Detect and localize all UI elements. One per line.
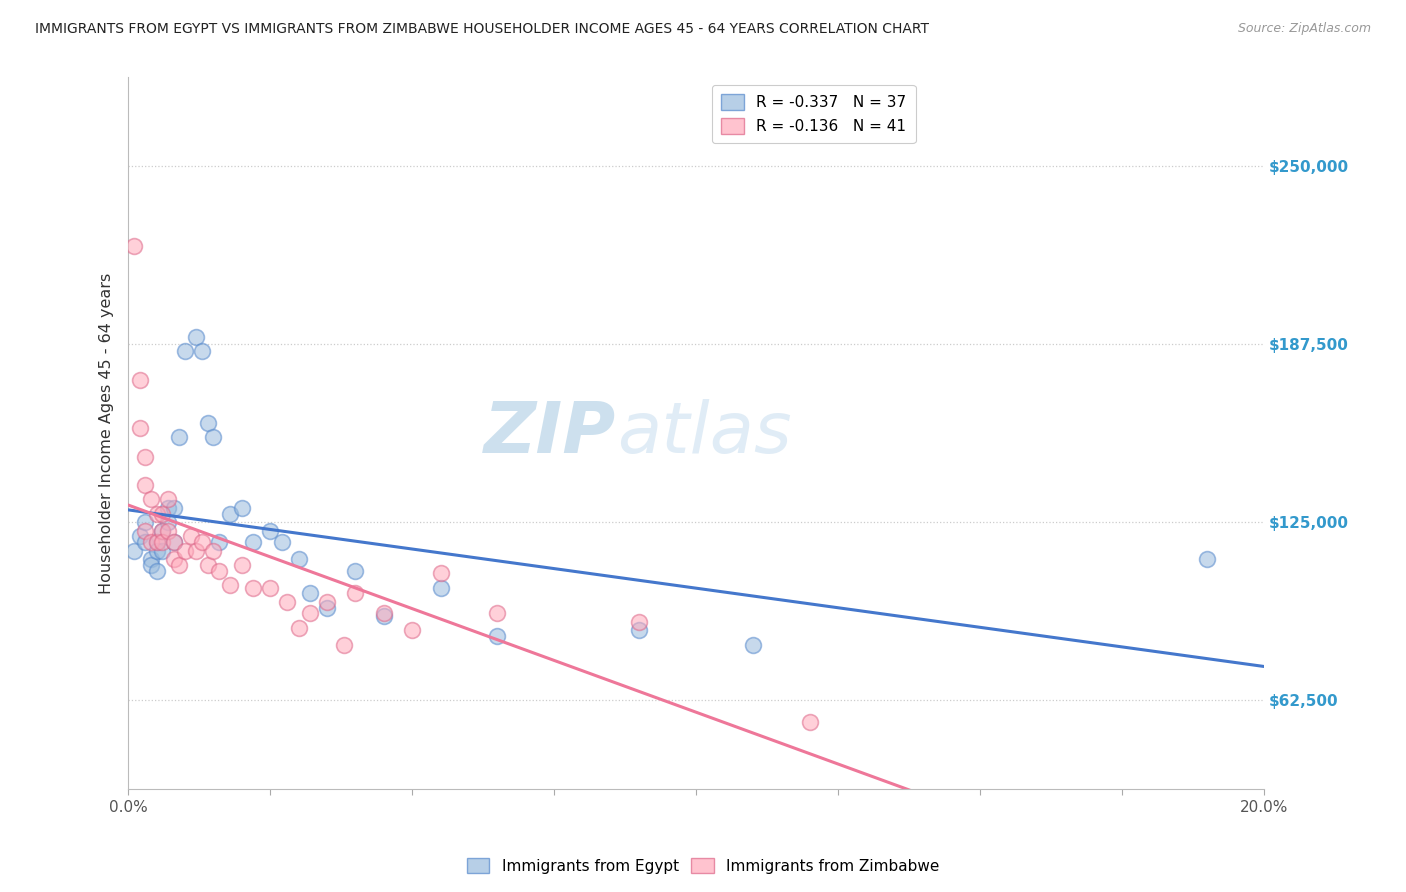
Point [208,564,231,578]
Point [145,507,167,521]
Point [186,330,208,344]
Point [156,492,179,507]
Point [429,581,451,595]
Point [145,564,167,578]
Point [169,558,191,572]
Point [316,600,339,615]
Point [134,515,156,529]
Point [139,552,162,566]
Point [150,524,173,538]
Point [259,524,281,538]
Point [429,566,451,581]
Point [373,607,395,621]
Point [145,535,167,549]
Point [276,595,298,609]
Point [139,558,162,572]
Point [174,543,197,558]
Point [344,586,367,600]
Point [231,558,253,572]
Point [150,507,173,521]
Point [298,607,321,621]
Point [169,430,191,444]
Text: IMMIGRANTS FROM EGYPT VS IMMIGRANTS FROM ZIMBABWE HOUSEHOLDER INCOME AGES 45 - 6: IMMIGRANTS FROM EGYPT VS IMMIGRANTS FROM… [35,22,929,37]
Point [191,344,214,359]
Point [219,507,242,521]
Point [486,629,509,643]
Point [139,492,162,507]
Point [628,615,651,629]
Point [163,501,186,516]
Point [134,478,156,492]
Point [242,535,264,549]
Y-axis label: Householder Income Ages 45 - 64 years: Householder Income Ages 45 - 64 years [100,273,114,594]
Point [139,535,162,549]
Point [156,524,179,538]
Text: ZIP: ZIP [484,399,617,467]
Text: atlas: atlas [617,399,792,467]
Text: Source: ZipAtlas.com: Source: ZipAtlas.com [1237,22,1371,36]
Point [401,624,423,638]
Point [128,421,150,435]
Point [197,416,219,430]
Point [287,552,309,566]
Point [191,535,214,549]
Point [202,430,225,444]
Point [373,609,395,624]
Point [150,535,173,549]
Point [134,524,156,538]
Point [122,543,145,558]
Point [208,535,231,549]
Point [259,581,281,595]
Point [122,239,145,253]
Point [333,638,356,652]
Point [156,515,179,529]
Point [163,535,186,549]
Point [174,344,197,359]
Point [242,581,264,595]
Point [628,624,651,638]
Point [186,543,208,558]
Point [1197,552,1219,566]
Point [219,578,242,592]
Point [163,552,186,566]
Point [231,501,253,516]
Point [150,524,173,538]
Point [741,638,763,652]
Point [128,373,150,387]
Point [134,450,156,464]
Point [197,558,219,572]
Point [486,607,509,621]
Point [156,501,179,516]
Point [150,543,173,558]
Point [287,621,309,635]
Legend: Immigrants from Egypt, Immigrants from Zimbabwe: Immigrants from Egypt, Immigrants from Z… [460,852,946,880]
Point [134,535,156,549]
Point [799,714,821,729]
Point [270,535,292,549]
Point [145,535,167,549]
Point [298,586,321,600]
Point [145,543,167,558]
Point [202,543,225,558]
Point [128,529,150,543]
Legend: R = -0.337   N = 37, R = -0.136   N = 41: R = -0.337 N = 37, R = -0.136 N = 41 [711,85,915,143]
Point [163,535,186,549]
Point [180,529,202,543]
Point [344,564,367,578]
Point [316,595,339,609]
